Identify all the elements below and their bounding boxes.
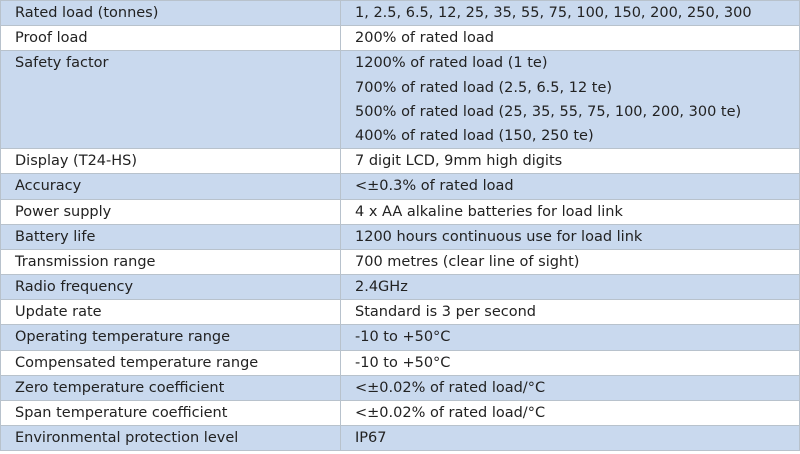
table-row: Proof load 200% of rated load — [0, 25, 800, 52]
label-cell: Display (T24-HS) — [0, 148, 341, 175]
label-text: Safety factor — [15, 55, 109, 72]
label-cell: Compensated temperature range — [0, 349, 341, 376]
label-text: Display (T24-HS) — [15, 153, 138, 170]
value-text: 200% of rated load — [355, 30, 494, 47]
value-cell: 700 metres (clear line of sight) — [340, 248, 800, 276]
value-text: 700 metres (clear line of sight) — [355, 253, 580, 270]
value-text: 2.4GHz — [355, 279, 408, 296]
value-text: 700% of rated load (2.5, 6.5, 12 te) — [355, 79, 613, 96]
label-cell: Accuracy — [0, 173, 341, 200]
label-text: Rated load (tonnes) — [15, 5, 159, 21]
label-text: Compensated temperature range — [15, 354, 259, 371]
label-cell: Environmental protection level — [0, 425, 341, 452]
label-text: Operating temperature range — [15, 329, 231, 346]
value-text: 500% of rated load (25, 35, 55, 75, 100,… — [355, 103, 742, 120]
value-text: 1, 2.5, 6.5, 12, 25, 35, 55, 75, 100, 15… — [355, 5, 752, 21]
value-text: 7 digit LCD, 9mm high digits — [355, 153, 563, 170]
label-text: Accuracy — [15, 178, 82, 195]
label-text: Battery life — [15, 228, 96, 245]
label-cell: Battery life — [0, 223, 341, 250]
table-row: Span temperature coefficient <±0.02% of r… — [0, 399, 800, 427]
value-cell: <±0.02% of rated load/°C — [340, 399, 800, 427]
value-cell: -10 to +50°C — [340, 324, 800, 351]
value-cell: Standard is 3 per second — [340, 299, 800, 326]
value-text: Standard is 3 per second — [355, 304, 537, 321]
label-cell: Update rate — [0, 299, 341, 326]
table-row: Update rate Standard is 3 per second — [0, 299, 800, 326]
label-cell: Radio frequency — [0, 274, 341, 301]
table-row: Power supply 4 x AA alkaline batteries fo… — [0, 198, 800, 225]
value-cell: 2.4GHz — [340, 274, 800, 301]
value-cell: 1200% of rated load (1 te) 700% of rated … — [340, 50, 800, 150]
value-text: <±0.3% of rated load — [355, 178, 514, 195]
table-row: Battery life 1200 hours continuous use fo… — [0, 223, 800, 250]
value-cell: <±0.02% of rated load/°C — [340, 374, 800, 402]
table-row: Radio frequency 2.4GHz — [0, 274, 800, 301]
label-text: Transmission range — [15, 253, 156, 270]
label-cell: Span temperature coefficient — [0, 399, 341, 427]
label-cell: Rated load (tonnes) — [0, 0, 341, 27]
label-cell: Proof load — [0, 25, 341, 52]
table-row: Rated load (tonnes) 1, 2.5, 6.5, 12, 25, … — [0, 0, 800, 27]
table-row: Accuracy <±0.3% of rated load — [0, 173, 800, 200]
value-cell: IP67 — [340, 425, 800, 452]
table-row: Safety factor 1200% of rated load (1 te) 7… — [0, 50, 800, 150]
table-row: Zero temperature coefficient <±0.02% of r… — [0, 374, 800, 402]
label-text: Environmental protection level — [15, 430, 239, 447]
value-cell: 4 x AA alkaline batteries for load link — [340, 198, 800, 225]
table-row: Compensated temperature range -10 to +50°… — [0, 349, 800, 376]
label-text: Radio frequency — [15, 279, 134, 296]
value-text: 1200 hours continuous use for load link — [355, 228, 643, 245]
value-text: 4 x AA alkaline batteries for load link — [355, 203, 623, 220]
value-cell: 200% of rated load — [340, 25, 800, 52]
value-text: <±0.02% of rated load/°C — [355, 379, 546, 396]
label-cell: Power supply — [0, 198, 341, 225]
label-cell: Safety factor — [0, 50, 341, 150]
value-text: 1200% of rated load (1 te) — [355, 55, 548, 72]
table-row: Operating temperature range -10 to +50°C — [0, 324, 800, 351]
value-cell: -10 to +50°C — [340, 349, 800, 376]
label-text: Zero temperature coefficient — [15, 379, 225, 396]
label-cell: Zero temperature coefficient — [0, 374, 341, 402]
value-cell: 1, 2.5, 6.5, 12, 25, 35, 55, 75, 100, 15… — [340, 0, 800, 27]
label-text: Span temperature coefficient — [15, 405, 228, 421]
table-row: Display (T24-HS) 7 digit LCD, 9mm high di… — [0, 148, 800, 175]
value-text: IP67 — [355, 430, 387, 447]
label-cell: Transmission range — [0, 248, 341, 276]
value-text: <±0.02% of rated load/°C — [355, 405, 546, 421]
table-row: Transmission range 700 metres (clear line… — [0, 248, 800, 276]
value-cell: 1200 hours continuous use for load link — [340, 223, 800, 250]
table-row: Environmental protection level IP67 — [0, 425, 800, 452]
value-text: -10 to +50°C — [355, 354, 451, 371]
value-cell: 7 digit LCD, 9mm high digits — [340, 148, 800, 175]
label-text: Power supply — [15, 203, 112, 220]
value-text: 400% of rated load (150, 250 te) — [355, 127, 594, 144]
value-cell: <±0.3% of rated load — [340, 173, 800, 200]
label-cell: Operating temperature range — [0, 324, 341, 351]
label-text: Update rate — [15, 304, 102, 321]
value-text: -10 to +50°C — [355, 329, 451, 346]
label-text: Proof load — [15, 30, 88, 47]
